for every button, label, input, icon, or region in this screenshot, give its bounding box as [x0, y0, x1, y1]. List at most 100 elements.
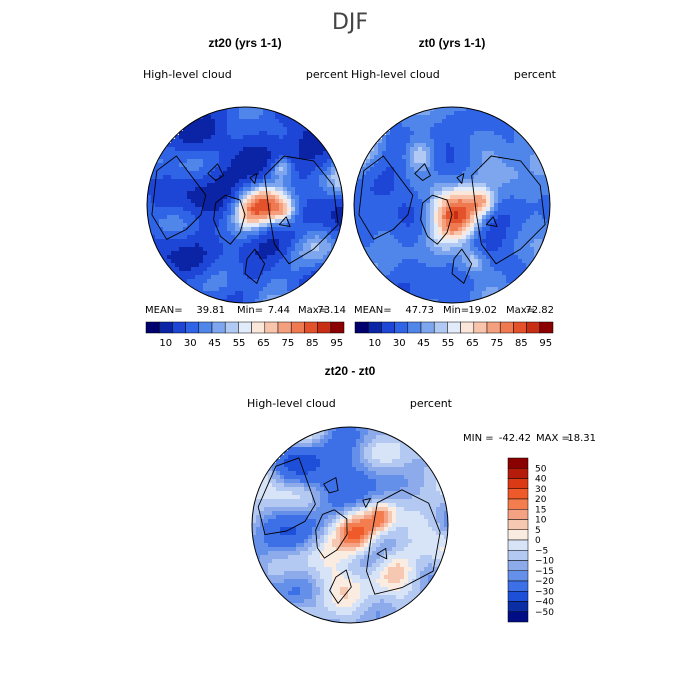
field-cell [404, 499, 409, 504]
field-cell [260, 507, 265, 512]
field-cell [454, 283, 459, 288]
field-cell [247, 211, 252, 216]
field-cell [442, 171, 447, 176]
field-cell [339, 219, 343, 224]
field-cell [438, 155, 443, 160]
field-cell [362, 203, 367, 208]
field-cell [410, 183, 415, 188]
field-cell [292, 515, 297, 520]
field-cell [323, 179, 328, 184]
field-cell [510, 179, 515, 184]
field-cell [364, 427, 369, 432]
field-cell [490, 195, 495, 200]
field-cell [243, 127, 248, 132]
field-cell [418, 199, 423, 204]
field-cell [348, 499, 353, 504]
field-cell [175, 175, 180, 180]
field-cell [332, 427, 337, 432]
field-cell [183, 167, 188, 172]
field-cell [538, 203, 543, 208]
field-cell [494, 143, 499, 148]
field-cell [406, 151, 411, 156]
field-cell [171, 151, 176, 156]
field-cell [424, 503, 429, 508]
field-cell [331, 219, 336, 224]
field-cell [522, 203, 527, 208]
field-cell [211, 207, 216, 212]
field-cell [450, 251, 455, 256]
field-cell [328, 503, 333, 508]
field-cell [522, 231, 527, 236]
field-cell [247, 295, 252, 300]
field-cell [446, 243, 451, 248]
field-cell [268, 479, 273, 484]
field-cell [434, 255, 439, 260]
field-cell [400, 495, 405, 500]
field-cell [292, 483, 297, 488]
field-cell [291, 255, 296, 260]
field-cell [514, 135, 519, 140]
field-cell [280, 487, 285, 492]
field-cell [280, 483, 285, 488]
field-cell [398, 215, 403, 220]
field-cell [514, 195, 519, 200]
field-cell [542, 243, 547, 248]
field-cell [336, 439, 341, 444]
field-cell [414, 255, 419, 260]
field-cell [275, 291, 280, 296]
field-cell [211, 203, 216, 208]
field-cell [336, 495, 341, 500]
field-cell [354, 187, 359, 192]
field-cell [203, 183, 208, 188]
field-cell [280, 507, 285, 512]
field-cell [283, 203, 288, 208]
field-cell [470, 235, 475, 240]
field-cell [526, 215, 531, 220]
field-cell [256, 499, 261, 504]
field-cell [231, 231, 236, 236]
field-cell [494, 195, 499, 200]
field-cell [360, 439, 365, 444]
field-cell [392, 483, 397, 488]
field-cell [422, 243, 427, 248]
field-cell [506, 151, 511, 156]
field-cell [362, 215, 367, 220]
field-cell [195, 235, 200, 240]
field-cell [430, 111, 435, 116]
field-cell [376, 439, 381, 444]
field-cell [267, 171, 272, 176]
field-cell [498, 131, 503, 136]
field-cell [518, 207, 523, 212]
field-cell [428, 479, 433, 484]
field-cell [312, 447, 317, 452]
field-cell [374, 191, 379, 196]
field-cell [518, 139, 523, 144]
field-cell [494, 191, 499, 196]
field-cell [546, 203, 550, 208]
coastline [213, 194, 246, 245]
field-cell [438, 151, 443, 156]
field-cell [175, 263, 180, 268]
field-cell [446, 183, 451, 188]
field-cell [414, 299, 419, 303]
field-cell [458, 207, 463, 212]
field-cell [259, 223, 264, 228]
field-cell [506, 251, 511, 256]
field-cell [422, 207, 427, 212]
field-cell [378, 199, 383, 204]
field-cell [522, 139, 527, 144]
field-cell [470, 215, 475, 220]
field-cell [235, 299, 240, 303]
field-cell [348, 435, 353, 440]
field-cell [264, 479, 269, 484]
field-cell [474, 219, 479, 224]
field-cell [470, 143, 475, 148]
field-cell [211, 227, 216, 232]
field-cell [486, 203, 491, 208]
field-cell [426, 287, 431, 292]
field-cell [227, 219, 232, 224]
field-cell [276, 483, 281, 488]
field-cell [259, 143, 264, 148]
field-cell [187, 279, 192, 284]
field-cell [498, 207, 503, 212]
